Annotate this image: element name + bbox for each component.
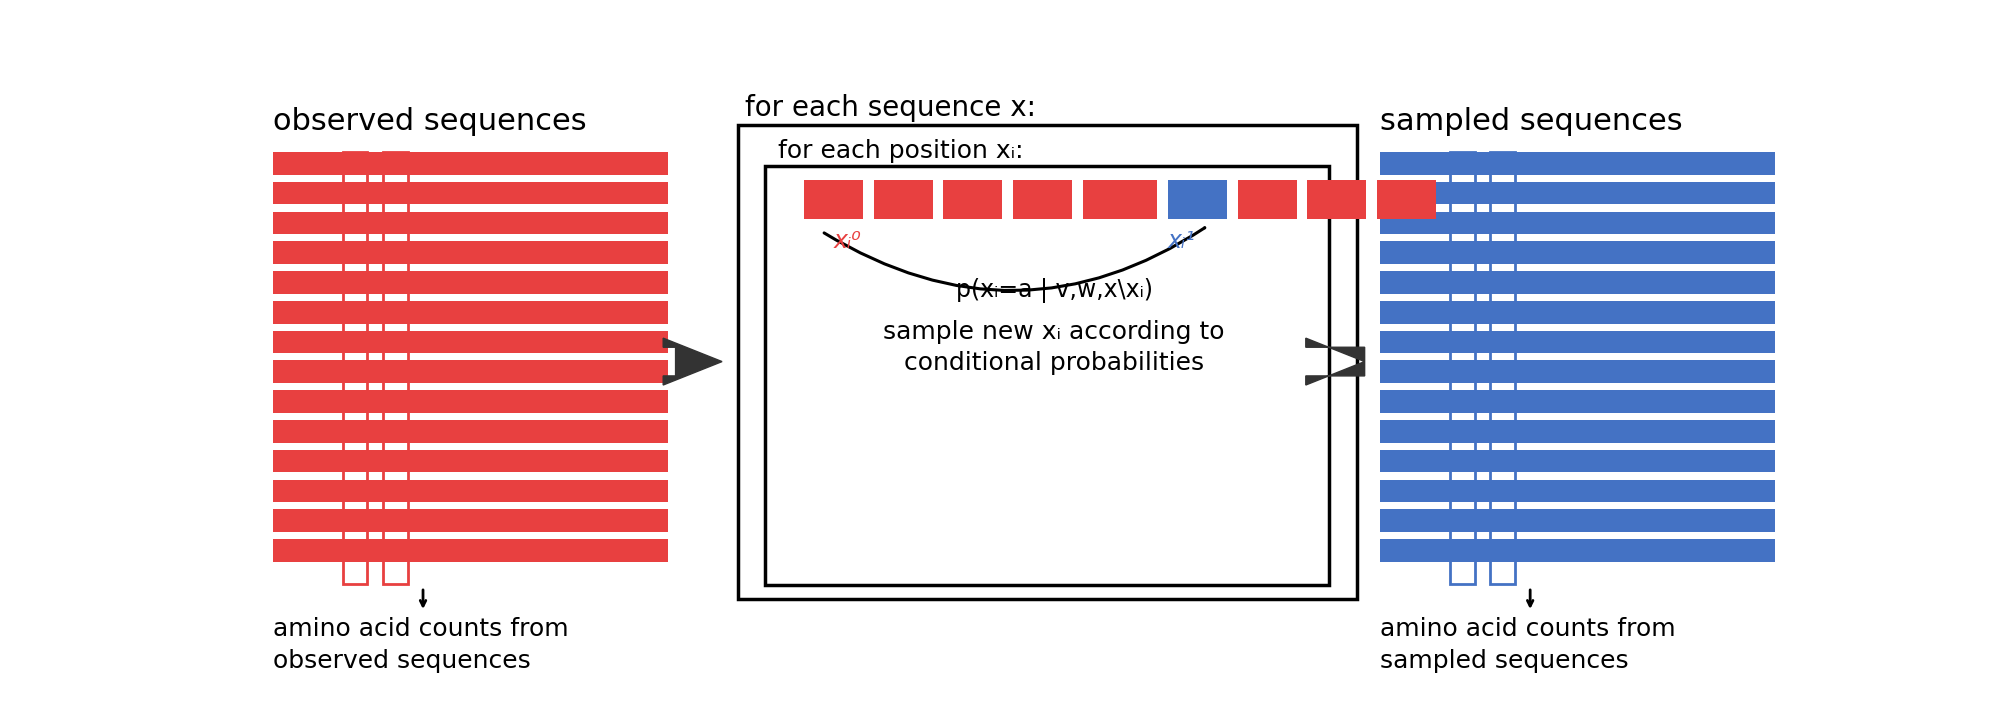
FancyArrowPatch shape [823, 228, 1205, 291]
Bar [274, 331, 667, 353]
Bar [1381, 331, 1774, 353]
Bar [1381, 450, 1774, 473]
Bar [274, 509, 667, 532]
Bar [737, 125, 1357, 599]
FancyArrow shape [663, 338, 721, 385]
Bar [274, 360, 667, 383]
Bar [1381, 271, 1774, 294]
Text: sample new xᵢ according to
conditional probabilities: sample new xᵢ according to conditional p… [883, 319, 1225, 375]
Bar [803, 180, 863, 219]
Bar [1381, 152, 1774, 175]
Text: for each position xᵢ:: for each position xᵢ: [777, 139, 1023, 163]
Bar [1169, 180, 1227, 219]
Bar [1381, 241, 1774, 264]
Bar [873, 180, 933, 219]
Bar [943, 180, 1003, 219]
Bar [1451, 152, 1475, 584]
Bar [274, 450, 667, 473]
Text: amino acid counts from
observed sequences: amino acid counts from observed sequence… [274, 617, 569, 673]
Bar [344, 152, 368, 584]
Bar [274, 420, 667, 442]
Bar [274, 301, 667, 324]
Text: observed sequences: observed sequences [274, 107, 587, 135]
Bar [274, 152, 667, 175]
Text: xᵢ⁰: xᵢ⁰ [833, 229, 861, 253]
Text: p(xᵢ=a | v,w,x\xᵢ): p(xᵢ=a | v,w,x\xᵢ) [955, 279, 1153, 304]
Bar [1491, 152, 1514, 584]
Bar [274, 241, 667, 264]
Text: amino acid counts from
sampled sequences: amino acid counts from sampled sequences [1381, 617, 1676, 673]
Bar [274, 539, 667, 562]
Bar [274, 480, 667, 502]
Bar [1083, 180, 1141, 219]
Bar [1381, 539, 1774, 562]
FancyArrow shape [1307, 338, 1365, 385]
Text: sampled sequences: sampled sequences [1381, 107, 1682, 135]
Bar [1013, 180, 1073, 219]
Text: for each sequence x:: for each sequence x: [745, 94, 1037, 122]
Bar [1307, 180, 1367, 219]
Bar [1377, 180, 1437, 219]
Bar [274, 390, 667, 413]
Bar [1381, 420, 1774, 442]
Bar [1381, 480, 1774, 502]
Bar [1099, 180, 1157, 219]
Bar [274, 271, 667, 294]
Bar [384, 152, 408, 584]
Bar [274, 212, 667, 234]
Text: xᵢ¹: xᵢ¹ [1169, 229, 1195, 253]
Bar [1237, 180, 1297, 219]
Bar [1381, 509, 1774, 532]
Bar [1381, 360, 1774, 383]
Bar [1381, 301, 1774, 324]
Bar [765, 166, 1329, 585]
Bar [1381, 182, 1774, 205]
Bar [274, 182, 667, 205]
Bar [1381, 390, 1774, 413]
Bar [1381, 212, 1774, 234]
